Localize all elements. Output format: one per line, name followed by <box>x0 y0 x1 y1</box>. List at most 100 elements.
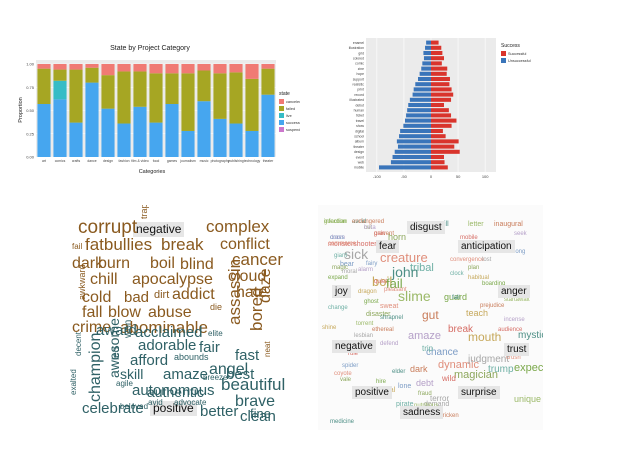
emotion-word: change <box>328 305 348 311</box>
emotion-word: unique <box>514 394 542 404</box>
x-tick-label: journalism <box>179 159 196 163</box>
y-tick-label: colored <box>353 57 364 61</box>
bar-unsuccessful <box>407 108 431 113</box>
y-tick-label: print <box>357 88 364 92</box>
bar-segment-successful <box>149 122 163 157</box>
legend-label-canceled: canceled <box>286 100 300 104</box>
emotion-word: monstershooter <box>328 241 377 248</box>
bar-unsuccessful <box>422 61 431 66</box>
negative-word: daze <box>257 268 274 303</box>
bar-segment-failed <box>101 75 115 109</box>
emotion-word: bear <box>340 261 355 268</box>
legend-label-successful: successful <box>286 121 300 125</box>
y-tick-label: enamel <box>353 41 364 45</box>
emotion-label-disgust: disgust <box>407 221 445 234</box>
negative-word: cold <box>82 289 112 306</box>
bar-successful <box>431 134 446 139</box>
positive-word: autonomous <box>132 382 215 399</box>
negative-word: blind <box>180 256 214 273</box>
bar-segment-failed <box>229 72 243 124</box>
legend-title: Success <box>501 43 520 49</box>
emotion-word: startawait <box>504 297 530 303</box>
emotion-word: terror <box>430 394 450 403</box>
emotion-word: horn <box>388 232 407 242</box>
emotion-word: habitual <box>468 275 490 281</box>
x-axis-label: Categories <box>139 169 166 175</box>
bar-segment-canceled <box>229 64 243 73</box>
emotion-word: mobile <box>460 235 478 241</box>
bar-unsuccessful <box>379 165 431 170</box>
negative-word: hate <box>236 284 268 301</box>
bar-segment-failed <box>85 67 99 83</box>
bar-segment-successful <box>229 123 243 157</box>
bar-segment-successful <box>197 101 211 157</box>
y-tick-label: theater <box>353 145 364 149</box>
positive-word: amaze <box>163 366 209 383</box>
sentiment-word-cloud: negative positive corrupt complex fatbulli… <box>60 205 305 430</box>
emotion-label-anticipation: anticipation <box>458 240 515 253</box>
emotion-word: spider <box>342 363 359 369</box>
bar-segment-canceled <box>85 64 99 68</box>
negative-word: corrupt <box>78 217 138 238</box>
emotion-word: sick <box>344 246 369 262</box>
bar-unsuccessful <box>412 92 431 97</box>
bar-successful <box>431 128 443 134</box>
x-tick-label: games <box>167 159 177 163</box>
emotion-word: clock <box>450 271 464 277</box>
negative-word: apocalypse <box>132 271 213 288</box>
emotion-word: quiet <box>374 279 388 285</box>
bar-segment-canceled <box>197 64 211 71</box>
bar-segment-successful <box>245 130 259 157</box>
emotion-word: endangered <box>352 219 385 225</box>
bar-successful <box>431 113 452 118</box>
y-tick-label: human <box>354 109 364 113</box>
bar-unsuccessful <box>396 139 431 144</box>
bar-unsuccessful <box>409 97 431 102</box>
legend-label-suspended: suspended <box>286 128 300 132</box>
x-tick-label: 100 <box>482 174 489 179</box>
emotion-word: magician <box>454 369 499 381</box>
emotion-label-sadness: sadness <box>400 406 444 419</box>
emotion-word: john <box>392 264 419 280</box>
state-by-category-chart: State by Project Category Proportion Cat… <box>0 0 305 190</box>
bar-unsuccessful <box>405 118 431 123</box>
x-tick-label: design <box>103 159 113 163</box>
bar-unsuccessful <box>426 40 431 45</box>
bar-unsuccessful <box>415 82 431 87</box>
bar-successful <box>431 82 450 87</box>
bar-segment-failed <box>261 68 275 95</box>
emotion-label-positive: positive <box>352 386 392 399</box>
x-tick-label: -100 <box>373 174 382 179</box>
bar-successful <box>431 61 442 66</box>
legend-key-successful <box>279 120 284 125</box>
bar-segment-canceled <box>149 64 163 74</box>
bar-successful <box>431 40 439 45</box>
bar-unsuccessful <box>390 160 431 165</box>
emotion-word: dynamic <box>438 359 479 371</box>
positive-word: champion <box>87 332 104 402</box>
bar-unsuccessful <box>408 102 431 108</box>
emotion-word: chance <box>426 347 459 358</box>
emotion-word: pleasant <box>384 287 407 293</box>
bar-unsuccessful <box>421 66 431 71</box>
bar-unsuccessful <box>419 71 431 76</box>
y-tick-label: hope <box>356 72 364 76</box>
positive-word: avid <box>148 398 163 407</box>
bar-unsuccessful <box>418 76 431 82</box>
bar-successful <box>431 97 452 102</box>
bar-segment-successful <box>133 106 147 157</box>
positive-word: beloved <box>120 402 149 411</box>
bar-unsuccessful <box>403 123 431 128</box>
emotion-label-fear: fear <box>376 240 400 253</box>
emotion-word: disaster <box>366 311 391 318</box>
legend-key-live <box>279 113 284 118</box>
bar-segment-failed <box>133 71 147 107</box>
bar-segment-canceled <box>245 64 259 79</box>
state-by-category-svg: State by Project Category Proportion Cat… <box>18 45 305 175</box>
emotion-label-joy: joy <box>332 285 351 298</box>
emotion-word: hire <box>376 379 387 385</box>
emotion-word: expect <box>514 362 543 374</box>
emotion-word: debt <box>416 378 434 388</box>
negative-word: dark <box>72 255 104 272</box>
bar-segment-failed <box>197 70 211 102</box>
